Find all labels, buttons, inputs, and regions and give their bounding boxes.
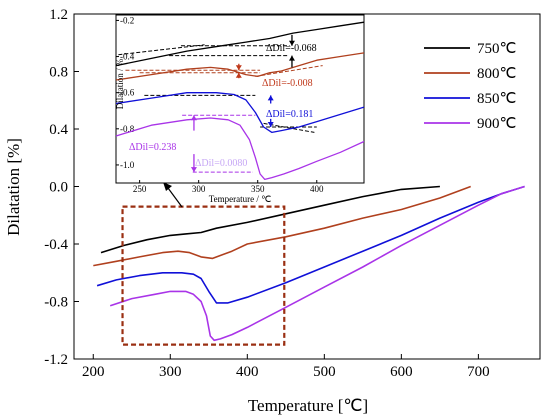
x-tick-label: 700 bbox=[467, 364, 490, 380]
legend-label: 900℃ bbox=[477, 116, 516, 132]
inset-y-axis-title: Dilatation / % bbox=[115, 58, 125, 109]
delta-arrowhead bbox=[288, 55, 295, 61]
inset-series-lines bbox=[115, 21, 365, 181]
legend-label: 800℃ bbox=[477, 66, 516, 82]
delta-annotation: ΔDil=0.181 bbox=[266, 109, 313, 120]
series-line-3 bbox=[96, 185, 525, 304]
delta-arrowhead bbox=[267, 95, 274, 101]
x-tick-label: 300 bbox=[159, 364, 182, 380]
y-tick-label: -1.2 bbox=[44, 352, 68, 368]
inset-series-line-2 bbox=[115, 52, 365, 81]
main-series-lines bbox=[93, 185, 525, 342]
inset-frame bbox=[115, 14, 365, 184]
delta-arrowhead bbox=[288, 40, 295, 46]
y-tick-label: -0.4 bbox=[44, 237, 68, 253]
series-line-4 bbox=[109, 185, 525, 342]
x-tick-label: 400 bbox=[236, 364, 259, 380]
x-axis-title: Temperature [℃] bbox=[248, 396, 368, 415]
y-tick-label: 0.0 bbox=[49, 180, 68, 196]
delta-annotation: ΔDil=-0.068 bbox=[266, 43, 317, 54]
delta-annotation: ΔDil=-0.008 bbox=[262, 78, 313, 89]
inset-x-tick-label: 250 bbox=[133, 184, 147, 194]
inset-x-tick-label: 400 bbox=[310, 184, 324, 194]
y-tick-label: 0.8 bbox=[49, 65, 68, 81]
inset-y-tick-label: -0.6 bbox=[120, 88, 135, 98]
delta-arrowhead bbox=[190, 115, 197, 121]
inset-series-line-4 bbox=[115, 117, 365, 181]
delta-arrowhead bbox=[267, 122, 274, 127]
delta-annotation: ΔDil=0.0080 bbox=[195, 158, 247, 169]
inset-x-axis-title: Temperature / ℃ bbox=[209, 194, 271, 204]
y-tick-label: 0.4 bbox=[49, 122, 68, 138]
inset-series-line-3 bbox=[115, 92, 365, 134]
delta-arrowhead bbox=[190, 167, 197, 173]
inset-x-tick-label: 350 bbox=[251, 184, 265, 194]
legend-label: 850℃ bbox=[477, 91, 516, 107]
series-line-1 bbox=[100, 185, 440, 254]
guide-line bbox=[263, 122, 315, 133]
y-tick-label: 1.2 bbox=[49, 7, 68, 23]
inset-y-tick-label: -0.4 bbox=[120, 52, 135, 62]
inset-y-tick-label: -0.2 bbox=[120, 15, 134, 25]
delta-arrowhead bbox=[235, 72, 242, 78]
guide-line bbox=[255, 65, 323, 77]
inset-y-tick-label: -1.0 bbox=[120, 160, 135, 170]
main-axis-ticks: 200 300 400 500 600 700 -1.2 -0.8 -0.4 0.0 0.4 0.8 1… bbox=[44, 7, 489, 380]
legend: 750℃ 800℃ 850℃ 900℃ bbox=[424, 41, 516, 132]
x-tick-label: 500 bbox=[313, 364, 336, 380]
y-tick-label: -0.8 bbox=[44, 295, 68, 311]
x-tick-label: 200 bbox=[82, 364, 105, 380]
legend-label: 750℃ bbox=[477, 41, 516, 57]
guide-line bbox=[118, 44, 205, 56]
inset-x-tick-label: 300 bbox=[192, 184, 206, 194]
inset-axis-ticks: 250 300 350 400 -0.2 -0.4 -0.6 -0.8 -1.0 bbox=[116, 15, 324, 194]
inset-annotations: ΔDil=-0.068 ΔDil=-0.008 ΔDil=0.181 ΔDil=0.2… bbox=[129, 34, 317, 173]
inset-y-tick-label: -0.8 bbox=[120, 124, 135, 134]
zoom-arrow bbox=[163, 182, 183, 208]
delta-arrowhead bbox=[235, 65, 242, 71]
inset-series-line-1 bbox=[115, 21, 365, 67]
x-tick-label: 600 bbox=[390, 364, 413, 380]
y-axis-title: Dilatation [%] bbox=[4, 138, 23, 236]
delta-annotation: ΔDil=0.238 bbox=[129, 142, 176, 153]
highlight-region-box bbox=[121, 205, 286, 346]
series-line-2 bbox=[93, 185, 471, 267]
